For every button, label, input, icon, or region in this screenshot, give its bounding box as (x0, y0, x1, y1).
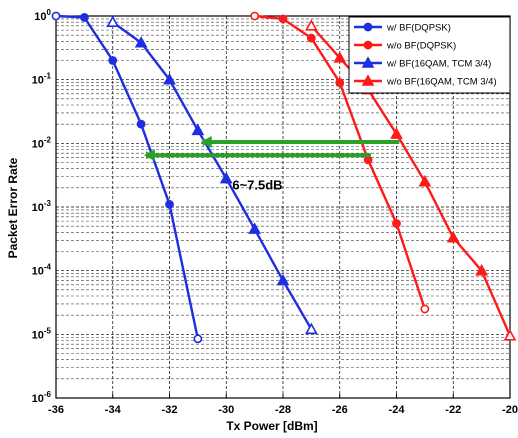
x-tick-label: -28 (275, 404, 291, 416)
data-point (108, 56, 118, 65)
data-point (191, 123, 205, 136)
y-tick-label: 10-1 (32, 72, 52, 87)
data-point (333, 51, 347, 63)
series-line (310, 25, 512, 337)
data-point (306, 33, 316, 43)
x-tick-label: -36 (48, 404, 64, 416)
legend: w/ BF(DQPSK) w/o BF(DQPSK) w/ BF(16QAM, TC… (348, 16, 511, 94)
y-tick-label: 100 (34, 8, 51, 23)
data-point (193, 334, 203, 344)
legend-label: w/o BF(DQPSK) (386, 41, 456, 52)
data-point (446, 231, 460, 243)
x-axis-label: Tx Power [dBm] (226, 419, 317, 433)
data-point (276, 273, 290, 286)
data-point (503, 329, 517, 341)
legend-swatch-marker (363, 22, 373, 32)
data-point (163, 73, 176, 85)
y-tick-label: 10-4 (32, 263, 52, 278)
legend-label: w/ BF(DQPSK) (386, 23, 451, 34)
series-2 (250, 11, 430, 314)
y-tick-label: 10-5 (32, 326, 52, 341)
data-point (219, 171, 233, 184)
gap-annotation-text: 6~7.5dB (232, 177, 282, 192)
data-point (248, 222, 261, 234)
x-tick-label: -22 (445, 404, 461, 416)
series-1 (51, 11, 203, 344)
x-tick-label: -20 (502, 404, 518, 416)
x-tick-label: -26 (332, 404, 348, 416)
y-tick-label: 10-6 (32, 390, 52, 405)
data-point (335, 78, 345, 87)
x-tick-label: -30 (218, 404, 234, 416)
legend-swatch-marker (361, 56, 375, 68)
data-point (106, 15, 120, 27)
data-point (418, 175, 432, 187)
data-point (134, 36, 148, 48)
legend-swatch-marker (363, 40, 373, 50)
data-point (136, 119, 146, 129)
legend-label: w/ BF(16QAM, TCM 3/4) (386, 59, 491, 70)
gap-arrow-head (143, 149, 155, 162)
series-line (55, 14, 200, 340)
data-point (475, 264, 488, 276)
data-point (165, 199, 174, 209)
data-point (392, 219, 401, 228)
data-point (51, 11, 61, 21)
annotations: 6~7.5dB (143, 135, 400, 192)
data-point (363, 155, 373, 165)
x-tick-label: -34 (105, 404, 122, 416)
legend-label: w/o BF(16QAM, TCM 3/4) (386, 77, 497, 88)
legend-swatch-marker (361, 74, 375, 86)
data-point (390, 127, 403, 139)
x-tick-label: -24 (389, 404, 406, 416)
data-point (79, 13, 89, 22)
grid (55, 15, 511, 399)
data-point (305, 322, 318, 335)
data-point (250, 11, 260, 21)
x-tick-label: -32 (162, 404, 178, 416)
data-point (420, 304, 430, 314)
y-axis-label: Packet Error Rate (6, 157, 20, 258)
y-tick-label: 10-3 (32, 199, 52, 214)
y-tick-label: 10-2 (32, 135, 52, 150)
gap-arrow-head (200, 135, 212, 148)
data-point (305, 19, 318, 31)
data-point (278, 14, 288, 24)
